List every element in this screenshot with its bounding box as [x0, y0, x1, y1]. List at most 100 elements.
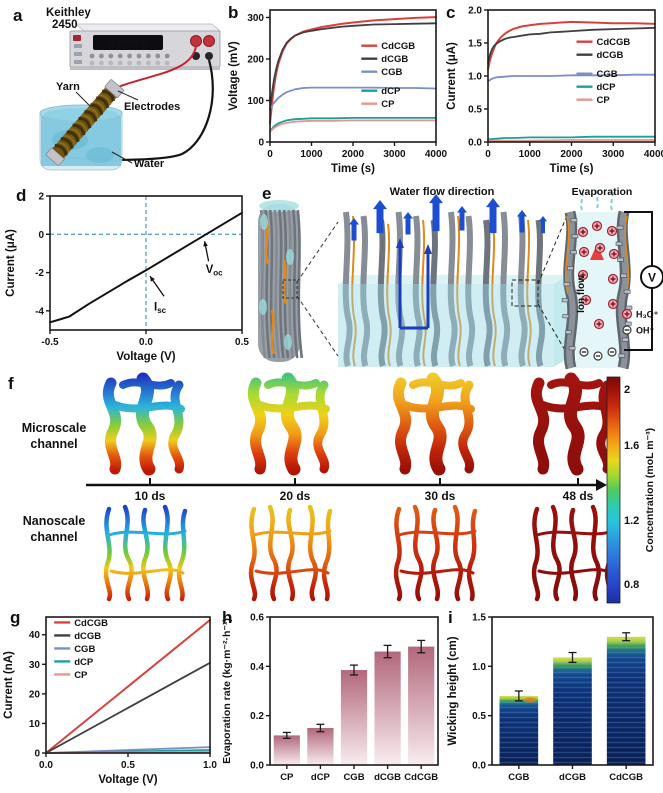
category-label-dCP: dCP	[311, 772, 331, 783]
bar-texture	[499, 695, 539, 765]
x-axis-label: Voltage (V)	[98, 774, 157, 786]
fiber-link	[615, 241, 623, 246]
y-axis-label: Voltage (mV)	[228, 41, 240, 111]
red-wire	[117, 45, 197, 88]
hydroxide-ions	[579, 347, 617, 361]
nano-channel-48ds	[534, 507, 613, 599]
device-name-line1: Keithley	[46, 7, 91, 19]
water-flow-arrow	[373, 200, 387, 234]
category-label-dCGB: dCGB	[559, 772, 586, 783]
fiber-link	[562, 314, 570, 319]
fiber-link	[571, 234, 579, 239]
time-label-20ds: 20 ds	[280, 489, 311, 503]
y-tick-label: 0.0	[250, 761, 264, 772]
panel-label-a: a	[13, 6, 23, 25]
y-axis-label: Evaporation rate (kg·m⁻²·h⁻¹)	[221, 618, 233, 764]
ion-flow-label: Ion flow	[576, 275, 587, 313]
y-tick-label: -2	[35, 268, 44, 279]
x-tick-label: 0	[267, 149, 273, 160]
panel-label-b: b	[228, 3, 239, 22]
panel-label-f: f	[8, 374, 14, 393]
y-tick-label: 30	[29, 660, 41, 671]
series-line-IV-sweep	[49, 211, 243, 324]
yarn-sample	[45, 79, 125, 166]
category-label-dCGB: dCGB	[374, 772, 401, 783]
x-tick-label: 2000	[560, 149, 583, 160]
fiber-link	[625, 305, 633, 310]
chart-b-voltage-vs-time: 0 1000 2000 3000 4000 0 100 200 300 Time (s) Volta…	[228, 9, 448, 175]
terminal-red-1	[190, 35, 202, 47]
annotation-label-Voc: Voc	[206, 264, 224, 278]
wicking-front-highlight	[524, 697, 537, 703]
terminal-red-2	[203, 35, 215, 47]
bar-CGB	[340, 670, 368, 765]
series-line-dCP	[269, 117, 437, 133]
series-line-CGB	[487, 73, 656, 83]
y-tick-label: 1.5	[468, 39, 482, 50]
fiber-link	[568, 346, 576, 351]
x-tick-label: 3000	[383, 149, 406, 160]
evaporation-arrow	[610, 188, 614, 211]
time-label-10ds: 10 ds	[135, 489, 166, 503]
y-tick-label: 1.0	[468, 72, 482, 83]
fiber-link	[617, 257, 624, 262]
y-tick-label: -4	[35, 306, 44, 317]
series-line-CP	[487, 139, 656, 142]
water-flow-arrow	[403, 212, 413, 235]
x-axis-label: Voltage (V)	[116, 351, 175, 363]
x-tick-label: 0.0	[139, 337, 153, 348]
series-line-CdCGB	[45, 619, 211, 754]
y-tick-label: 0.5	[468, 105, 482, 116]
evaporation-label: Evaporation	[572, 186, 633, 198]
y-tick-label: 40	[29, 630, 41, 641]
series-line-CP	[269, 119, 437, 133]
legend-label-CGB: CGB	[597, 69, 618, 80]
instrument-reading: 0.29503 V	[109, 38, 148, 48]
legend-label-CdCGB: CdCGB	[597, 37, 631, 48]
x-tick-label: 0.5	[121, 760, 135, 771]
legend-label-CdCGB: CdCGB	[74, 618, 108, 629]
panel-e-mechanism-diagram: Water flow direction Evaporation Ion flo…	[258, 186, 663, 370]
nano-channel-30ds	[396, 507, 475, 599]
fiber-bundle-in-water	[338, 194, 568, 368]
y-tick-label: 1.5	[472, 613, 486, 624]
panel-label-e: e	[262, 184, 272, 203]
instrument-buttons	[74, 44, 170, 66]
fiber-link	[622, 337, 629, 342]
nano-channel-10ds	[106, 507, 185, 599]
y-tick-label: 10	[29, 719, 41, 730]
y-axis-label: Current (μA)	[446, 42, 458, 110]
category-label-CdCGB: CdCGB	[609, 772, 643, 783]
x-tick-label: -0.5	[41, 337, 59, 348]
fiber-link	[566, 266, 574, 271]
legend-label-CP: CP	[381, 99, 395, 110]
x-tick-label: 0	[485, 149, 491, 160]
bar-texture	[606, 636, 646, 765]
x-tick-label: 0.0	[39, 760, 53, 771]
bar-texture	[553, 657, 592, 765]
circuit-wire-top	[624, 211, 653, 266]
water-flow-arrow	[429, 194, 443, 232]
fiber-link	[561, 298, 569, 303]
panel-label-c: c	[446, 3, 456, 22]
fiber-link	[624, 321, 632, 326]
water-flow-direction-label: Water flow direction	[390, 186, 495, 198]
beaker	[39, 104, 123, 171]
anion-legend-label: OH⁻	[636, 326, 655, 336]
water-label: Water	[134, 158, 165, 170]
fiber-link	[563, 282, 571, 287]
y-tick-label: 300	[247, 13, 264, 24]
keithley-sourcemeter: 0.29503 V	[69, 23, 222, 70]
panel-label-d: d	[16, 186, 27, 205]
micro-channel-48ds	[536, 379, 609, 469]
chart-d-iv-curve: -0.5 0.0 0.5 -4 -2 0 2 Voltage (V) Current (μA) V…	[5, 192, 249, 364]
fiber-link	[620, 273, 628, 278]
bar-dCP	[307, 728, 334, 765]
evaporation-arrow	[580, 188, 584, 211]
y-tick-label: 0	[34, 749, 40, 760]
water-flow-arrow	[486, 198, 500, 234]
panel-label-h: h	[222, 608, 233, 627]
y-tick-label: 0.0	[468, 138, 482, 149]
bar-CdCGB	[408, 646, 435, 765]
y-axis-label: Current (nA)	[3, 651, 15, 719]
